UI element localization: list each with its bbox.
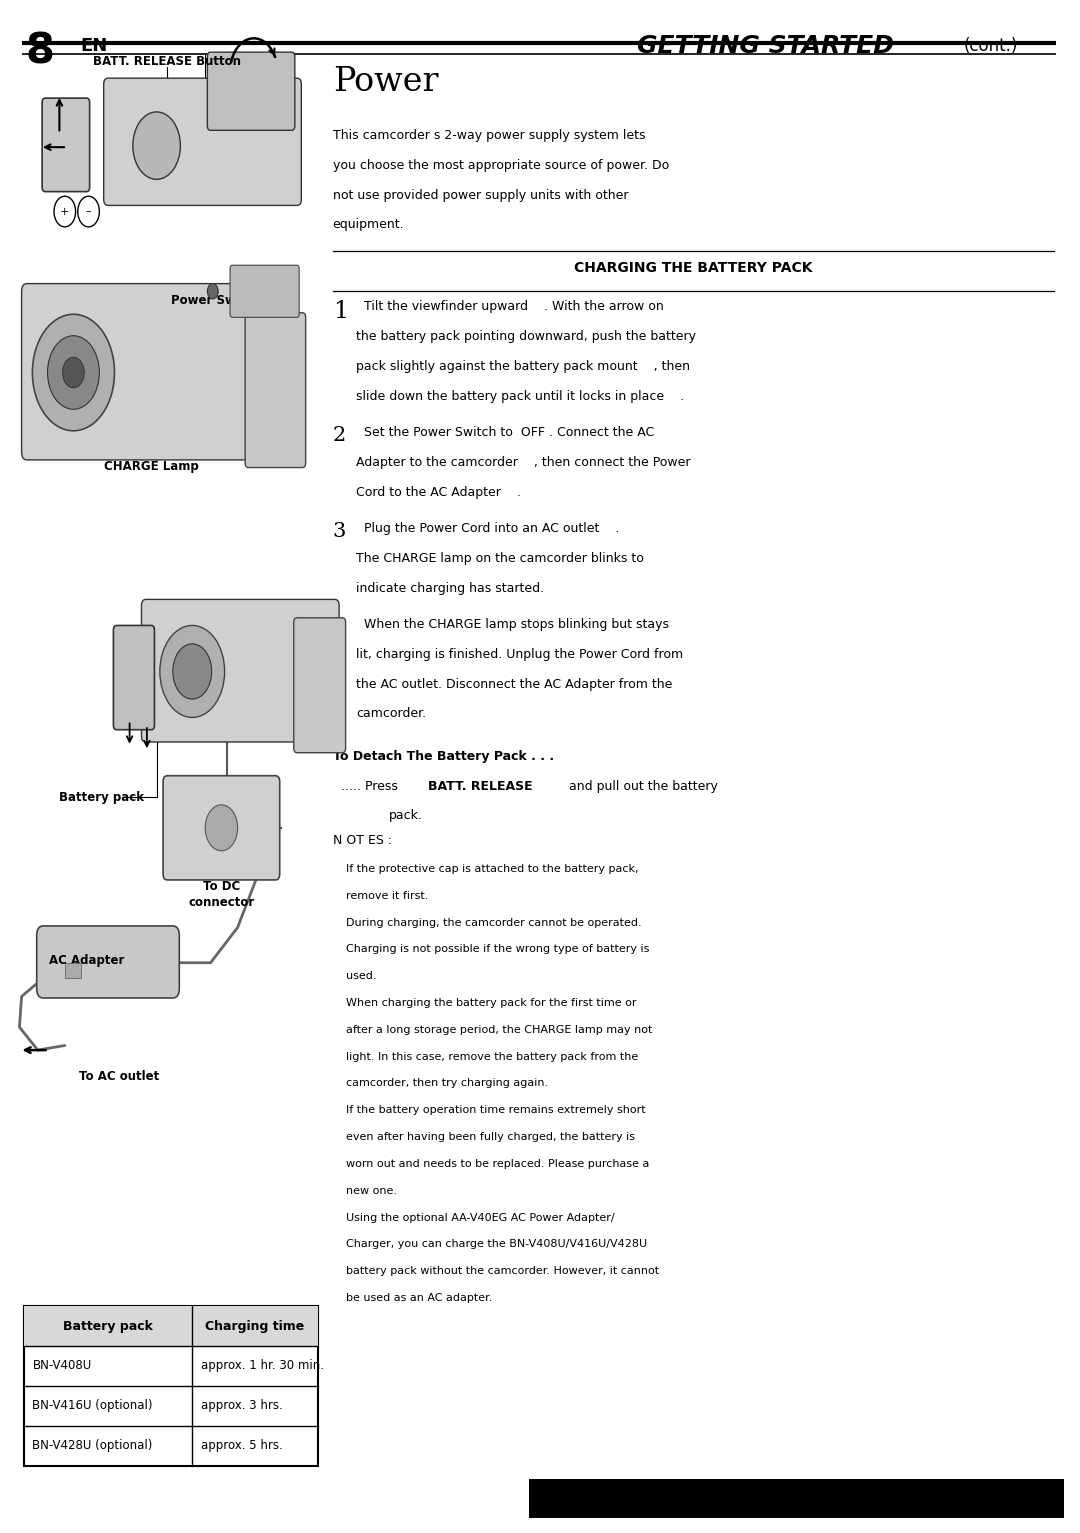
Text: new one.: new one.	[346, 1185, 396, 1196]
Text: BN-V408U: BN-V408U	[32, 1360, 92, 1372]
Text: ..... Press: ..... Press	[341, 779, 402, 793]
Text: AC Adapter: AC Adapter	[49, 954, 124, 966]
Text: Power Switch: Power Switch	[171, 294, 261, 307]
Text: 2: 2	[333, 426, 346, 445]
Text: –: –	[85, 207, 92, 216]
Circle shape	[173, 644, 212, 699]
FancyBboxPatch shape	[230, 265, 299, 317]
Circle shape	[48, 336, 99, 409]
Text: 4: 4	[333, 618, 346, 636]
Text: The CHARGE lamp on the camcorder blinks to: The CHARGE lamp on the camcorder blinks …	[356, 552, 645, 564]
Text: BATT. RELEASE: BATT. RELEASE	[428, 779, 532, 793]
Text: camcorder.: camcorder.	[356, 707, 427, 721]
Text: BN-V428U (optional): BN-V428U (optional)	[32, 1439, 152, 1452]
Text: To AC outlet: To AC outlet	[79, 1070, 159, 1082]
FancyBboxPatch shape	[22, 284, 297, 460]
Text: GETTING STARTED: GETTING STARTED	[637, 34, 894, 58]
Text: equipment.: equipment.	[333, 218, 404, 231]
FancyBboxPatch shape	[207, 52, 295, 130]
Bar	[24, 1306, 318, 1466]
Text: Battery pack: Battery pack	[63, 1320, 153, 1332]
Text: 1: 1	[333, 300, 348, 323]
Text: Plug the Power Cord into an AC outlet    .: Plug the Power Cord into an AC outlet .	[356, 521, 620, 535]
Text: camcorder, then try charging again.: camcorder, then try charging again.	[346, 1078, 548, 1088]
Text: the AC outlet. Disconnect the AC Adapter from the: the AC outlet. Disconnect the AC Adapter…	[356, 678, 673, 690]
Circle shape	[78, 196, 99, 227]
Text: Using the optional AA-V40EG AC Power Adapter/: Using the optional AA-V40EG AC Power Ada…	[346, 1213, 615, 1223]
Text: During charging, the camcorder cannot be operated.: During charging, the camcorder cannot be…	[346, 917, 642, 927]
Text: after a long storage period, the CHARGE lamp may not: after a long storage period, the CHARGE …	[346, 1024, 652, 1035]
Circle shape	[63, 357, 84, 388]
Text: you choose the most appropriate source of power. Do: you choose the most appropriate source o…	[333, 158, 669, 172]
Text: Power: Power	[333, 66, 438, 98]
FancyBboxPatch shape	[294, 618, 346, 753]
Text: When the CHARGE lamp stops blinking but stays: When the CHARGE lamp stops blinking but …	[356, 618, 670, 630]
Text: the battery pack pointing downward, push the battery: the battery pack pointing downward, push…	[356, 330, 697, 343]
FancyBboxPatch shape	[42, 98, 90, 192]
Text: battery pack without the camcorder. However, it cannot: battery pack without the camcorder. Howe…	[346, 1266, 659, 1277]
Text: BN-V416U (optional): BN-V416U (optional)	[32, 1400, 153, 1412]
FancyBboxPatch shape	[163, 776, 280, 880]
Text: If the protective cap is attached to the battery pack,: If the protective cap is attached to the…	[346, 863, 638, 874]
Text: pack.: pack.	[389, 809, 422, 822]
Text: 3: 3	[333, 521, 346, 541]
Circle shape	[160, 625, 225, 717]
Text: approx. 5 hrs.: approx. 5 hrs.	[201, 1439, 283, 1452]
Text: approx. 3 hrs.: approx. 3 hrs.	[201, 1400, 283, 1412]
Text: Charging is not possible if the wrong type of battery is: Charging is not possible if the wrong ty…	[346, 944, 649, 955]
Circle shape	[32, 314, 114, 431]
Text: BATT. RELEASE Button: BATT. RELEASE Button	[93, 55, 242, 67]
Circle shape	[205, 805, 238, 851]
Text: Set the Power Switch to  OFF . Connect the AC: Set the Power Switch to OFF . Connect th…	[356, 426, 654, 438]
FancyBboxPatch shape	[104, 78, 301, 205]
Text: indicate charging has started.: indicate charging has started.	[356, 581, 544, 595]
Circle shape	[207, 284, 218, 299]
Bar	[24, 1306, 318, 1346]
Text: Adapter to the camcorder    , then connect the Power: Adapter to the camcorder , then connect …	[356, 455, 691, 469]
Text: Charger, you can charge the BN-V408U/V416U/V428U: Charger, you can charge the BN-V408U/V41…	[346, 1239, 647, 1249]
Text: To DC
connector: To DC connector	[188, 880, 255, 909]
FancyBboxPatch shape	[37, 926, 179, 998]
Text: (cont.): (cont.)	[963, 37, 1017, 55]
Text: This camcorder s 2-way power supply system lets: This camcorder s 2-way power supply syst…	[333, 129, 645, 141]
Text: not use provided power supply units with other: not use provided power supply units with…	[333, 189, 629, 201]
Text: Cord to the AC Adapter    .: Cord to the AC Adapter .	[356, 486, 522, 498]
Text: When charging the battery pack for the first time or: When charging the battery pack for the f…	[346, 998, 636, 1009]
Text: Battery pack: Battery pack	[59, 791, 145, 803]
Text: worn out and needs to be replaced. Please purchase a: worn out and needs to be replaced. Pleas…	[346, 1159, 649, 1170]
Text: If the battery operation time remains extremely short: If the battery operation time remains ex…	[346, 1105, 645, 1116]
Circle shape	[133, 112, 180, 179]
Text: slide down the battery pack until it locks in place    .: slide down the battery pack until it loc…	[356, 389, 685, 403]
Text: 8: 8	[26, 31, 55, 72]
Bar	[529, 1479, 1064, 1518]
Text: CHARGE Lamp: CHARGE Lamp	[104, 460, 199, 472]
Text: +: +	[60, 207, 69, 216]
Text: approx. 1 hr. 30 min.: approx. 1 hr. 30 min.	[201, 1360, 324, 1372]
Text: To Detach The Battery Pack . . .: To Detach The Battery Pack . . .	[333, 750, 554, 762]
FancyBboxPatch shape	[245, 313, 306, 468]
Bar	[65, 963, 81, 978]
Text: light. In this case, remove the battery pack from the: light. In this case, remove the battery …	[346, 1052, 638, 1062]
FancyBboxPatch shape	[141, 599, 339, 742]
Text: even after having been fully charged, the battery is: even after having been fully charged, th…	[346, 1131, 635, 1142]
Text: EN: EN	[80, 37, 107, 55]
Text: and pull out the battery: and pull out the battery	[565, 779, 718, 793]
Text: used.: used.	[346, 970, 376, 981]
Text: remove it first.: remove it first.	[346, 891, 428, 901]
Text: be used as an AC adapter.: be used as an AC adapter.	[346, 1292, 492, 1303]
Text: CHARGING THE BATTERY PACK: CHARGING THE BATTERY PACK	[575, 261, 812, 274]
Text: lit, charging is finished. Unplug the Power Cord from: lit, charging is finished. Unplug the Po…	[356, 647, 684, 661]
Text: Charging time: Charging time	[205, 1320, 305, 1332]
Text: Tilt the viewfinder upward    . With the arrow on: Tilt the viewfinder upward . With the ar…	[356, 300, 664, 313]
Text: N OT ES :: N OT ES :	[333, 834, 392, 846]
FancyBboxPatch shape	[113, 625, 154, 730]
Text: pack slightly against the battery pack mount    , then: pack slightly against the battery pack m…	[356, 360, 690, 373]
Circle shape	[54, 196, 76, 227]
